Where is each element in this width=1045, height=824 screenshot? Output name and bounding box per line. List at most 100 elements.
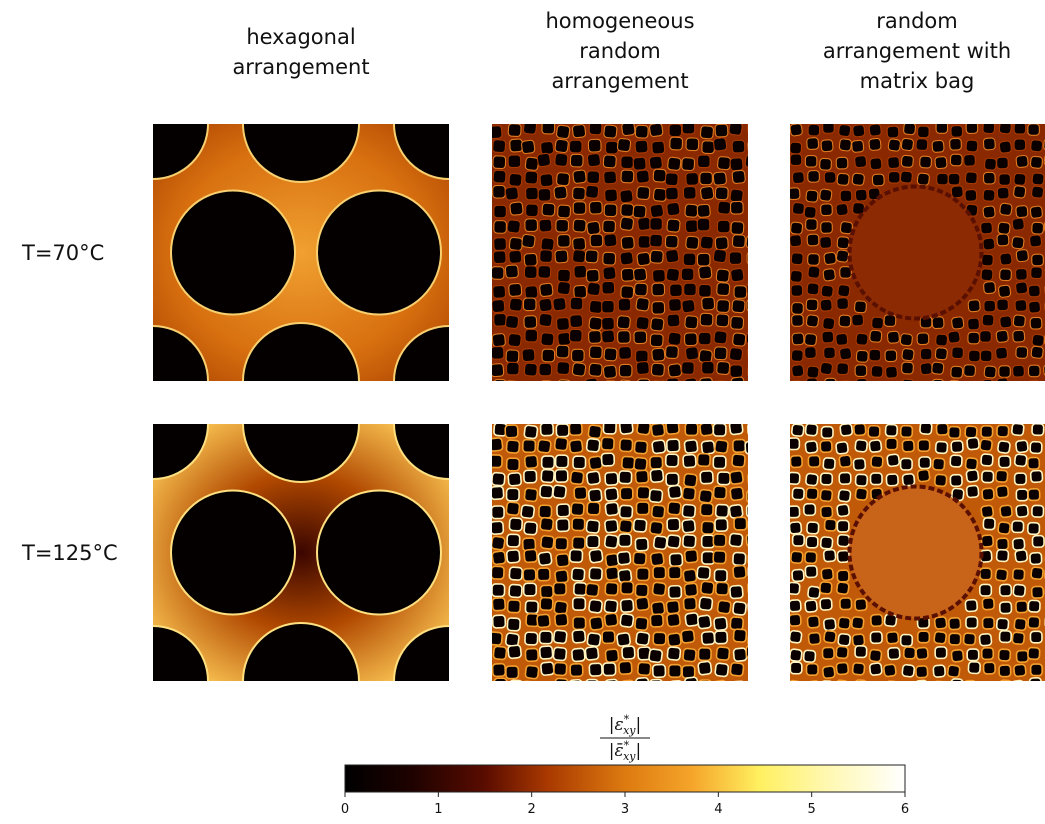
fiber	[666, 646, 682, 661]
fiber	[790, 454, 803, 469]
fiber	[1014, 549, 1029, 563]
fiber	[1015, 439, 1029, 454]
fiber	[1029, 316, 1043, 330]
fiber	[746, 489, 748, 504]
fiber	[699, 424, 714, 437]
fiber	[553, 185, 568, 200]
fiber	[667, 663, 683, 679]
fiber	[835, 581, 850, 595]
fiber	[635, 676, 650, 681]
fiber	[805, 472, 819, 487]
simulation-image	[790, 424, 1045, 695]
fiber	[541, 348, 556, 363]
fiber	[717, 200, 732, 215]
fiber	[552, 297, 567, 312]
fiber	[633, 456, 648, 472]
fiber	[791, 314, 804, 327]
fiber	[632, 551, 647, 566]
fiber	[981, 616, 995, 630]
fiber	[999, 268, 1012, 282]
fiber	[1029, 440, 1043, 455]
fiber	[729, 486, 745, 502]
fiber	[995, 485, 1010, 499]
fiber	[948, 379, 962, 381]
fiber	[852, 457, 867, 472]
fiber	[1030, 585, 1045, 599]
fiber	[1027, 364, 1041, 378]
panels	[153, 124, 1045, 695]
fiber	[835, 332, 849, 346]
fiber	[931, 378, 945, 381]
fiber	[855, 332, 869, 346]
fiber	[634, 537, 649, 552]
fiber	[604, 678, 619, 681]
fiber	[823, 251, 837, 266]
fiber	[667, 500, 682, 516]
fiber	[568, 548, 584, 564]
fiber	[839, 189, 853, 203]
fiber	[634, 583, 649, 598]
fiber	[869, 630, 883, 645]
fiber	[1011, 217, 1025, 231]
fiber	[1013, 124, 1027, 135]
fiber	[651, 581, 667, 597]
fiber	[524, 285, 539, 300]
fiber	[506, 533, 521, 548]
fiber	[790, 629, 803, 644]
fiber	[699, 235, 714, 250]
fiber	[552, 629, 568, 645]
fiber	[933, 616, 948, 630]
fiber	[1014, 381, 1027, 394]
fiber	[699, 186, 715, 201]
fiber	[980, 504, 995, 519]
fiber	[536, 567, 551, 582]
fiber	[492, 614, 507, 629]
matrix-bag	[847, 484, 984, 621]
fiber	[982, 188, 996, 202]
fiber	[853, 424, 867, 437]
fiber	[949, 473, 963, 488]
fiber	[901, 378, 915, 381]
fiber	[733, 516, 748, 531]
fiber	[964, 171, 978, 185]
fiber	[618, 660, 633, 676]
fiber	[697, 660, 713, 676]
fiber	[915, 646, 929, 661]
fiber	[242, 322, 360, 381]
fiber	[729, 584, 744, 600]
fiber	[683, 439, 699, 454]
fiber	[572, 186, 586, 201]
fiber	[714, 581, 730, 596]
fiber	[664, 186, 679, 201]
fiber	[850, 616, 865, 630]
fiber	[504, 380, 519, 381]
fiber	[998, 140, 1012, 154]
fiber	[746, 382, 759, 395]
fiber	[851, 633, 866, 647]
fiber	[806, 680, 821, 681]
fiber	[649, 551, 665, 567]
fiber	[618, 424, 634, 435]
fiber	[584, 646, 600, 661]
fiber	[869, 683, 881, 695]
fiber	[521, 139, 536, 155]
fiber	[620, 169, 635, 184]
fiber	[603, 612, 619, 628]
fiber	[996, 424, 1010, 438]
fiber	[949, 454, 963, 468]
fiber	[584, 377, 599, 381]
fiber	[681, 503, 697, 519]
fiber	[652, 565, 667, 580]
fiber	[821, 665, 836, 680]
fiber	[886, 453, 901, 468]
fiber	[747, 424, 748, 437]
fiber	[505, 457, 521, 472]
fiber	[170, 489, 296, 616]
fiber	[540, 237, 555, 252]
fiber	[747, 679, 748, 681]
fiber	[854, 155, 868, 169]
fiber	[684, 346, 700, 361]
fiber	[649, 468, 665, 483]
fiber	[573, 284, 588, 299]
fiber	[819, 536, 834, 550]
